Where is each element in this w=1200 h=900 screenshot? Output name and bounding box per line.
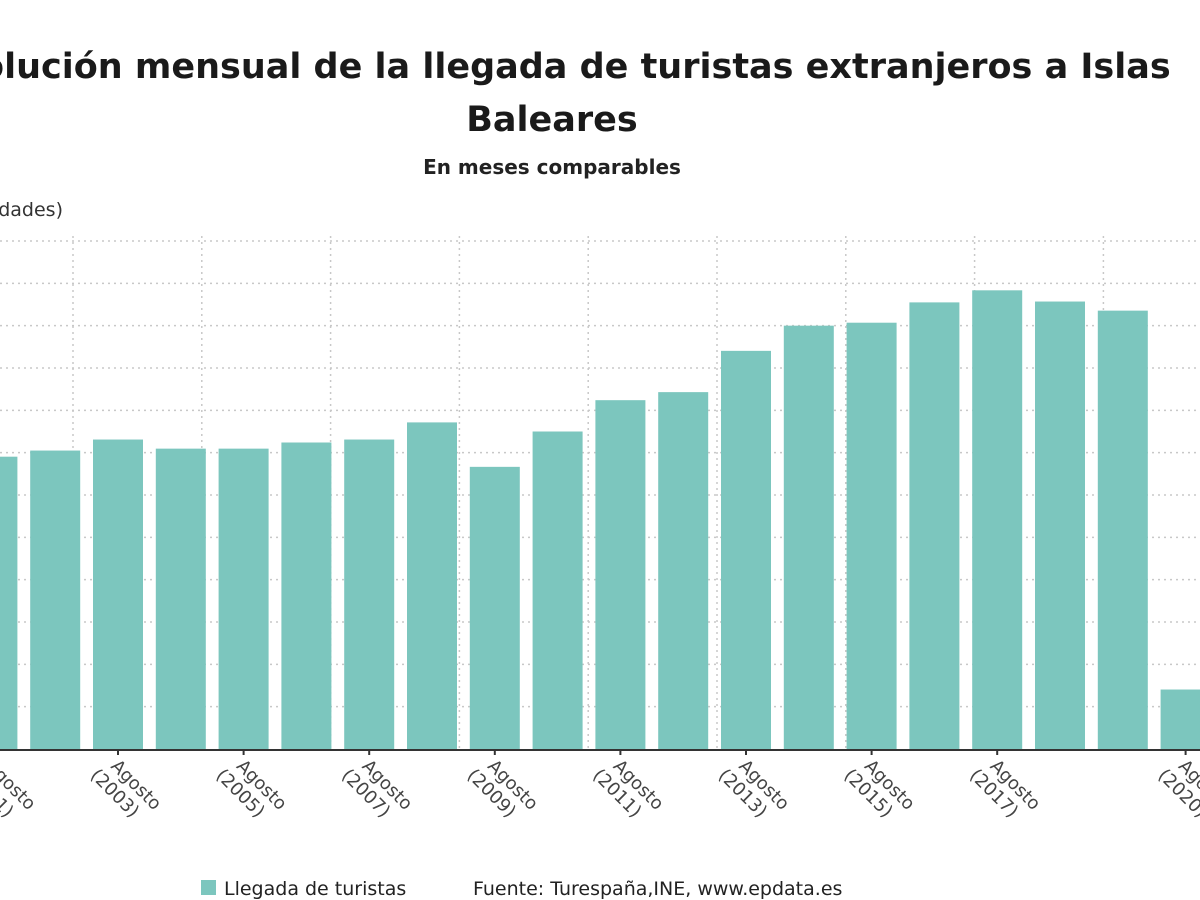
chart-title-line1: Evolución mensual de la llegada de turis… <box>0 47 1171 87</box>
legend-swatch <box>201 880 216 895</box>
bar-2003 <box>93 439 143 749</box>
bar-2007 <box>344 439 395 749</box>
bars <box>0 290 1200 749</box>
legend-label: Llegada de turistas <box>224 878 406 900</box>
x-tick-label: Agosto(2009) <box>463 756 542 822</box>
x-tick-label: Agosto(2001) <box>0 756 40 822</box>
legend: Llegada de turistas Fuente: Turespaña,IN… <box>201 878 842 900</box>
x-tick-label: Agosto(2005) <box>212 756 291 822</box>
x-tick-label: Agosto(2020) <box>1154 756 1200 822</box>
bar-2012 <box>658 392 709 749</box>
x-tick-label: Agosto(2015) <box>840 756 919 822</box>
bar-2006 <box>281 442 332 749</box>
bar-2018 <box>1035 301 1085 749</box>
x-tick-label: Agosto(2013) <box>714 756 793 822</box>
bar-2016 <box>909 302 960 749</box>
x-tick-label: Agosto(2017) <box>965 756 1044 822</box>
bar-2014 <box>783 325 834 749</box>
bar-2008 <box>407 422 457 749</box>
y-axis-label: (unidades) <box>0 199 63 221</box>
bar-2017 <box>972 290 1023 749</box>
bar-2011 <box>595 400 646 749</box>
x-tick-label: Agosto(2011) <box>588 756 667 822</box>
x-tick-label: Agosto(2003) <box>86 756 165 822</box>
source-note: Fuente: Turespaña,INE, www.epdata.es <box>473 878 842 900</box>
bar-2015 <box>846 322 897 749</box>
x-tick-label: Agosto(2007) <box>337 756 416 822</box>
x-axis: Agosto(2001) Agosto(2003) Agosto(2005) Agos… <box>0 749 1200 822</box>
chart-title-line2: Baleares <box>466 100 637 140</box>
bar-2002 <box>30 450 81 749</box>
bar-2004 <box>155 448 206 749</box>
bar-2019 <box>1097 310 1148 749</box>
bar-2009 <box>469 466 520 749</box>
bar-2005 <box>218 448 269 749</box>
bar-2013 <box>721 350 771 749</box>
bar-2010 <box>532 431 583 749</box>
bar-2001 <box>0 456 18 749</box>
chart-subtitle: En meses comparables <box>423 155 681 179</box>
bar-2020 <box>1160 689 1200 749</box>
